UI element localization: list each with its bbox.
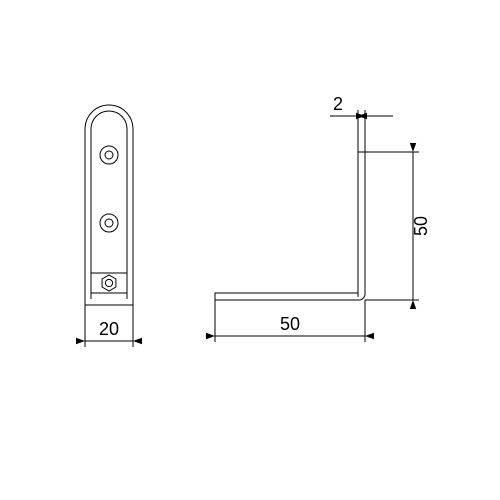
dim-front-width: 20 — [99, 319, 119, 339]
dim-side-right: 50 — [411, 216, 431, 236]
front-hole-2-outer — [100, 214, 118, 232]
dim-side-bottom: 50 — [280, 314, 300, 334]
front-base-plate — [91, 273, 127, 293]
front-inner — [91, 111, 127, 299]
side-profile — [215, 152, 365, 300]
dim-side-thickness: 2 — [333, 94, 343, 114]
front-hole-1-outer — [100, 146, 118, 164]
front-bolt-head — [102, 275, 116, 291]
front-hole-2-inner — [105, 219, 113, 227]
front-hole-1-inner — [105, 151, 113, 159]
front-bolt-inner — [105, 279, 112, 286]
